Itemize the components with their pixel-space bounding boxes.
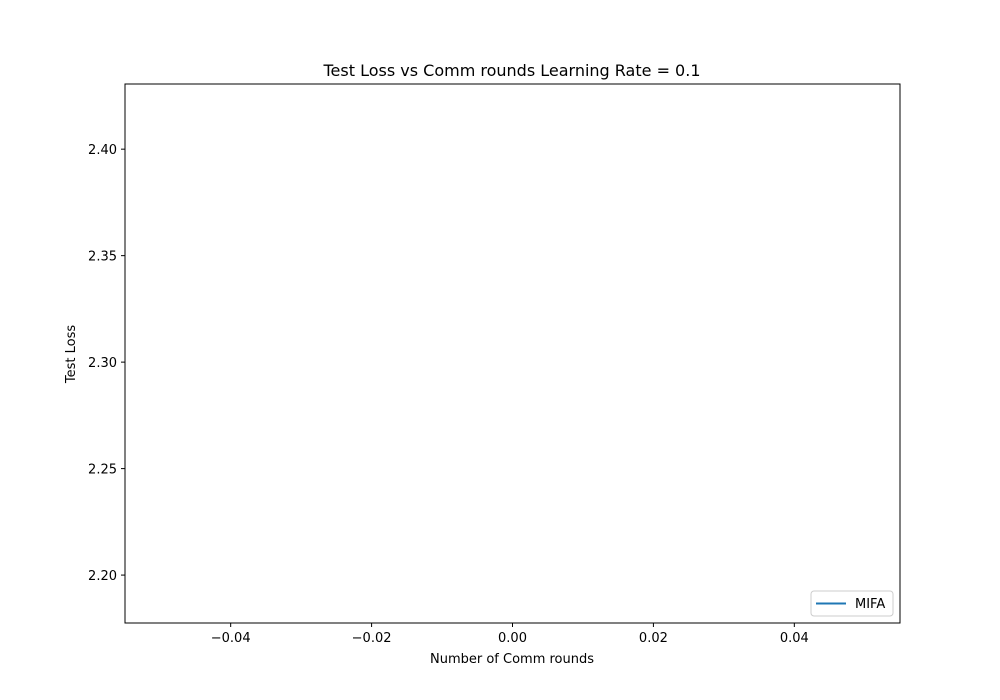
- x-axis-label: Number of Comm rounds: [430, 652, 594, 667]
- legend-label-mifa: MIFA: [855, 597, 885, 612]
- y-axis-label: Test Loss: [64, 325, 79, 384]
- y-tick-label: 2.35: [88, 250, 117, 265]
- x-tick-label: −0.04: [211, 631, 251, 646]
- y-tick-label: 2.20: [88, 569, 117, 584]
- x-axis-ticks: −0.04 −0.02 0.00 0.02 0.04: [211, 623, 809, 646]
- x-tick-label: 0.02: [639, 631, 668, 646]
- legend-box: [810, 590, 894, 617]
- chart-title: Test Loss vs Comm rounds Learning Rate =…: [322, 61, 700, 80]
- x-tick-label: 0.04: [780, 631, 809, 646]
- x-tick-label: −0.02: [352, 631, 392, 646]
- x-tick-label: 0.00: [498, 631, 527, 646]
- y-axis-ticks: 2.20 2.25 2.30 2.35 2.40: [88, 143, 125, 584]
- y-tick-label: 2.40: [88, 143, 117, 158]
- legend: MIFA: [810, 590, 894, 617]
- y-tick-label: 2.25: [88, 463, 117, 478]
- y-tick-label: 2.30: [88, 356, 117, 371]
